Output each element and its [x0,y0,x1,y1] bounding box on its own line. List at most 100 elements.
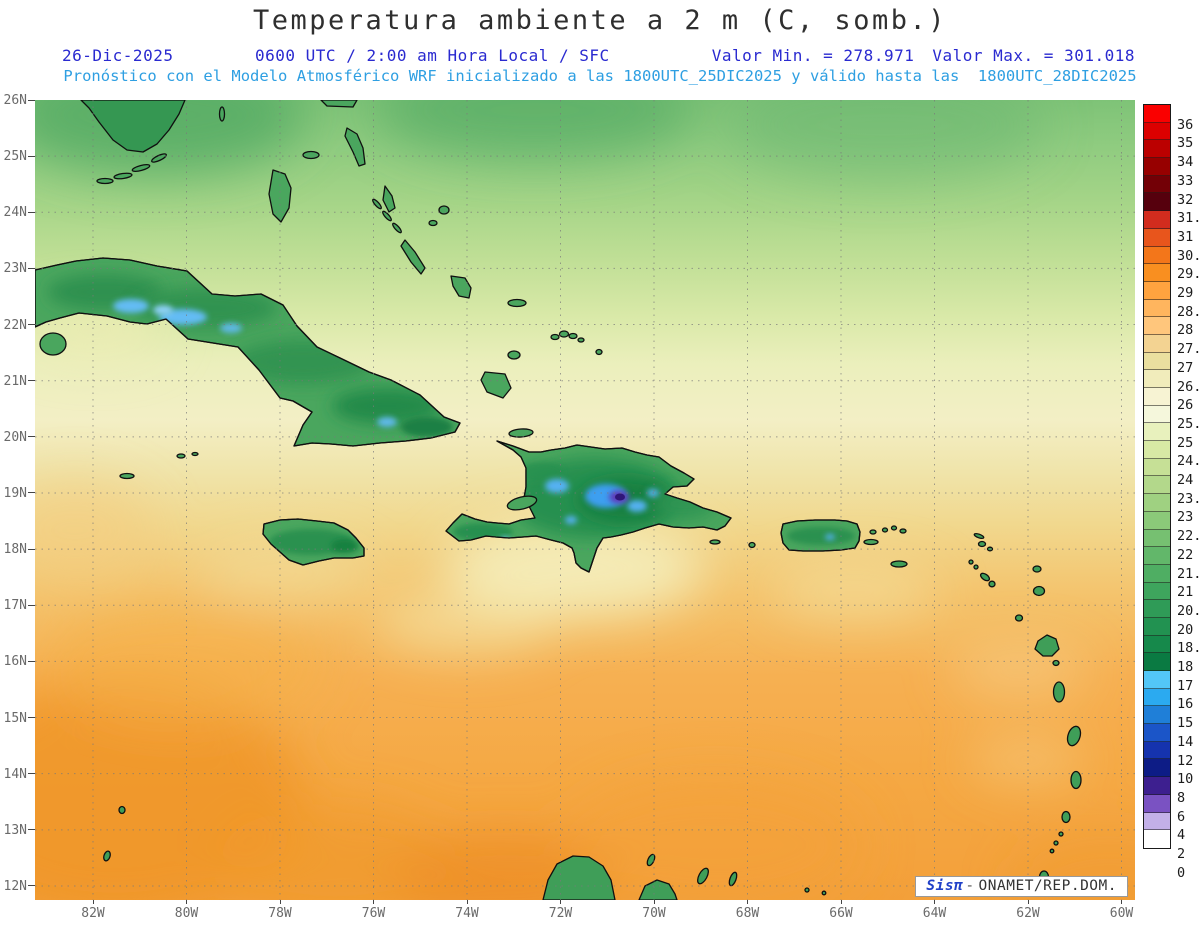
lon-axis-tick [466,900,468,904]
lat-axis-tick [28,829,35,831]
colorbar-cell [1144,812,1170,831]
lon-axis-tick [653,900,655,904]
colorbar-cell [1144,688,1170,707]
lat-axis-tick [28,548,35,550]
lat-axis-tick [28,885,35,887]
lon-axis-label: 78W [268,906,292,921]
lat-axis-label: 22N [3,317,27,333]
colorbar-tick-label: 27 [1177,359,1194,376]
colorbar-tick-label: 20.5 [1177,602,1200,619]
colorbar-cell [1144,175,1170,194]
colorbar-tick-label: 16 [1177,696,1194,713]
colorbar-cell [1144,370,1170,388]
colorbar-boxes [1143,104,1171,849]
lat-axis-tick [28,773,35,775]
colorbar-tick-label: 33 [1177,172,1194,189]
lat-axis-label: 18N [3,542,27,558]
lat-axis-label: 19N [3,485,27,501]
lat-axis-tick [28,380,35,382]
jamaica [262,518,365,566]
colorbar-tick-label: 28.5 [1177,303,1200,320]
lon-axis-tick [186,900,187,904]
lat-axis-label: 16N [3,654,27,670]
colorbar-cell [1144,706,1170,725]
colorbar-cell [1144,441,1170,459]
colorbar-tick-label: 29.7 [1177,266,1200,283]
lat-axis-tick [28,660,35,662]
map-svg [35,100,1135,900]
watermark-brand: Sisπ [926,878,964,894]
temperature-colorbar: 363534333231.53130.729.72928.52827.52726… [1143,104,1200,896]
colorbar-cell [1144,352,1170,371]
lat-axis-tick [28,211,35,213]
latitude-axis: 26N 25N 24N 23N 22N 21N 20N 19N 18N 17N 16N 15N 14N 1… [0,93,35,900]
colorbar-tick-label: 15 [1177,715,1194,732]
colorbar-cell [1144,299,1170,318]
lon-axis-tick [560,900,561,904]
colorbar-tick-label: 29 [1177,285,1194,301]
colorbar-cell [1144,388,1170,406]
colorbar-tick-label: 10 [1177,771,1194,788]
watermark-separator: - [965,878,975,894]
lon-axis-label: 76W [361,906,386,921]
lat-axis-label: 23N [3,261,27,277]
colorbar-cell [1144,617,1170,636]
colorbar-cell [1144,777,1170,795]
colorbar-cell [1144,105,1170,123]
lon-axis-label: 80W [174,906,199,921]
colorbar-tick-label: 28 [1177,322,1194,339]
colorbar-tick-label: 8 [1177,789,1186,806]
colorbar-cell [1144,511,1170,530]
colorbar-tick-label: 0 [1177,864,1186,881]
lat-axis-label: 25N [3,149,27,165]
lon-axis-tick [747,900,748,904]
colorbar-cell [1144,476,1170,495]
colorbar-cell [1144,794,1170,813]
watermark-org: ONAMET/REP.DOM. [978,878,1117,894]
colorbar-cell [1144,122,1170,141]
cuba [35,257,461,480]
colorbar-tick-label: 34 [1177,154,1194,171]
lat-axis-tick [28,99,35,101]
lat-axis-tick [28,604,35,606]
colorbar-tick-label: 32 [1177,191,1194,208]
colorbar-tick-label: 21.5 [1177,565,1200,582]
colorbar-tick-label: 31 [1177,228,1194,245]
lat-axis-label: 21N [3,373,27,389]
colorbar-cell [1144,405,1170,424]
colorbar-tick-label: 31.5 [1177,210,1200,227]
lat-axis-label: 15N [3,710,27,726]
colorbar-tick-label: 23.5 [1177,490,1200,507]
colorbar-cell [1144,264,1170,282]
colorbar-cell [1144,671,1170,689]
lon-axis-tick [279,900,281,904]
lon-axis-tick [840,900,842,904]
lat-axis-label: 12N [3,878,27,894]
colorbar-cell [1144,830,1170,848]
colorbar-cell [1144,334,1170,353]
lon-axis-label: 66W [829,906,853,921]
lon-axis-tick [373,900,374,904]
time-label: 0600 UTC / 2:00 am Hora Local / SFC [255,46,610,65]
watermark-box: Sisπ - ONAMET/REP.DOM. [915,876,1128,897]
lon-axis-tick [92,900,94,904]
colorbar-tick-label: 30.7 [1177,247,1200,264]
lat-axis-label: 20N [3,429,27,445]
colorbar-cell [1144,228,1170,247]
colorbar-cell [1144,317,1170,335]
lat-axis-tick [28,717,35,719]
colorbar-cell [1144,193,1170,212]
lon-axis-label: 72W [548,906,573,921]
lat-axis-label: 13N [3,822,27,838]
lon-axis-tick [1121,900,1122,904]
colorbar-tick-label: 18 [1177,659,1194,675]
colorbar-tick-label: 14 [1177,733,1194,750]
colorbar-cell [1144,211,1170,229]
colorbar-cell [1144,529,1170,548]
lat-axis-tick [28,155,35,157]
colorbar-tick-label: 24 [1177,472,1194,488]
colorbar-tick-label: 23 [1177,509,1194,526]
longitude-axis: 82W 80W 78W 76W 74W 72W 70W 68W 66W 64W 62W 60W [35,900,1135,924]
colorbar-cell [1144,635,1170,654]
valor-max-label: Valor Max. = 301.018 [932,46,1135,65]
